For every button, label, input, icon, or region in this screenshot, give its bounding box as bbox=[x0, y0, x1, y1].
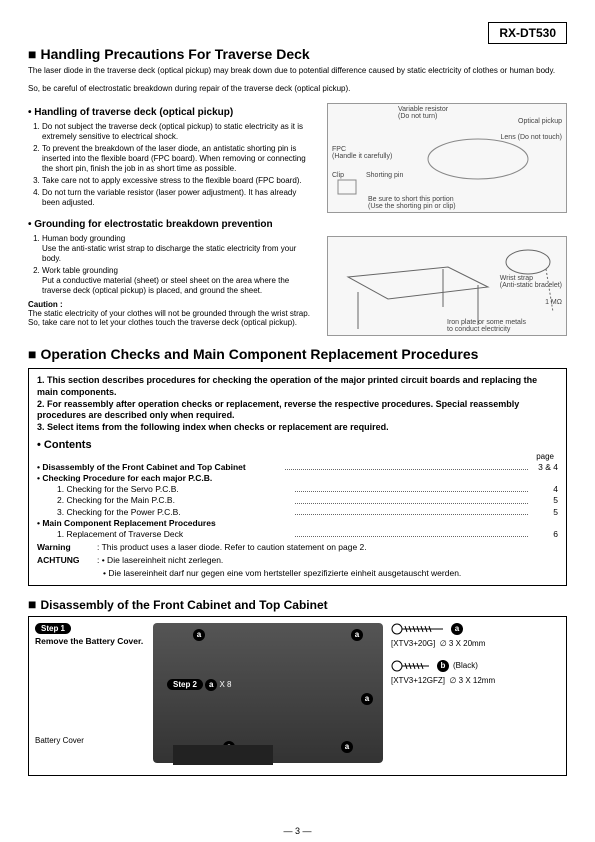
device-illustration: a a a a a Step 2 a X 8 bbox=[153, 623, 383, 763]
contents-page bbox=[532, 473, 558, 484]
model-number-box: RX-DT530 bbox=[488, 22, 567, 44]
handling-item: To prevent the breakdown of the laser di… bbox=[42, 144, 315, 174]
step-1-pill: Step 1 bbox=[35, 623, 71, 634]
handling-item: Do not subject the traverse deck (optica… bbox=[42, 122, 315, 142]
contents-page: 5 bbox=[532, 495, 558, 506]
ops-note-2: 2. For reassembly after operation checks… bbox=[37, 399, 558, 422]
marker-a: a bbox=[351, 629, 363, 641]
marker-a: a bbox=[193, 629, 205, 641]
contents-label: 2. Checking for the Main P.C.B. bbox=[57, 495, 291, 506]
contents-row: • Main Component Replacement Procedures bbox=[37, 518, 558, 529]
subhead-grounding: Grounding for electrostatic breakdown pr… bbox=[28, 219, 567, 230]
contents-label: 1. Checking for the Servo P.C.B. bbox=[57, 484, 291, 495]
ops-note-3: 3. Select items from the following index… bbox=[37, 422, 558, 434]
heading-disassembly: Disassembly of the Front Cabinet and Top… bbox=[28, 596, 567, 612]
contents-dots bbox=[295, 529, 529, 537]
achtung-row: • Die lasereinheit darf nur gegen eine v… bbox=[37, 568, 558, 579]
screw-spec-column: a [XTV3+20G] ∅ 3 X 20mm b (Black) [XTV3+… bbox=[391, 623, 560, 769]
warning-row: Warning : This product uses a laser diod… bbox=[37, 542, 558, 553]
handling-list: Do not subject the traverse deck (optica… bbox=[42, 122, 315, 208]
achtung-text: : • Die lasereinheit nicht zerlegen. bbox=[97, 555, 223, 566]
operation-checks-box: 1. This section describes procedures for… bbox=[28, 368, 567, 586]
battery-cover-label: Battery Cover bbox=[35, 736, 145, 745]
contents-page: 3 & 4 bbox=[532, 462, 558, 473]
contents-page bbox=[532, 518, 558, 529]
screw-spec-b: b (Black) bbox=[391, 660, 560, 672]
achtung-row: ACHTUNG : • Die lasereinheit nicht zerle… bbox=[37, 555, 558, 566]
contents-label: • Disassembly of the Front Cabinet and T… bbox=[37, 462, 281, 473]
achtung-text: • Die lasereinheit darf nur gegen eine v… bbox=[97, 568, 461, 579]
achtung-label-blank bbox=[37, 568, 97, 579]
contents-row: 2. Checking for the Main P.C.B. 5 bbox=[37, 495, 558, 506]
step-1-text: Remove the Battery Cover. bbox=[35, 636, 145, 646]
marker-a: a bbox=[205, 679, 217, 691]
contents-label: 1. Replacement of Traverse Deck bbox=[57, 529, 291, 540]
screw-b-code: [XTV3+12GFZ] bbox=[391, 676, 445, 685]
page-column-label: page bbox=[37, 452, 558, 462]
contents-dots bbox=[295, 495, 529, 503]
disassembly-box: Step 1 Remove the Battery Cover. Battery… bbox=[28, 616, 567, 776]
marker-a: a bbox=[361, 693, 373, 705]
contents-page: 5 bbox=[532, 507, 558, 518]
ops-note-1: 1. This section describes procedures for… bbox=[37, 375, 558, 398]
caution-heading: Caution : bbox=[28, 300, 315, 309]
grounding-item: Work table grounding Put a conductive ma… bbox=[42, 266, 315, 296]
battery-cover-graphic bbox=[173, 745, 273, 765]
subhead-handling: Handling of traverse deck (optical picku… bbox=[28, 107, 315, 118]
contents-row: • Checking Procedure for each major P.C.… bbox=[37, 473, 558, 484]
screw-spec-a: a bbox=[391, 623, 560, 635]
contents-label: • Checking Procedure for each major P.C.… bbox=[37, 473, 532, 484]
device-illustration-wrap: a a a a a Step 2 a X 8 bbox=[153, 623, 383, 769]
warning-label: Warning bbox=[37, 542, 97, 553]
heading-handling-precautions: Handling Precautions For Traverse Deck bbox=[28, 46, 567, 62]
contents-heading: Contents bbox=[37, 438, 558, 452]
contents-dots bbox=[295, 484, 529, 492]
screw-icon bbox=[391, 660, 433, 672]
diag-label: 1 MΩ bbox=[545, 299, 562, 306]
contents-page: 4 bbox=[532, 484, 558, 495]
caution-block: Caution : The static electricity of your… bbox=[28, 300, 315, 327]
grounding-list: Human body grounding Use the anti-static… bbox=[42, 234, 315, 296]
achtung-label: ACHTUNG bbox=[37, 555, 97, 566]
screw-a-dim: ∅ 3 X 20mm bbox=[440, 639, 486, 648]
contents-dots bbox=[295, 507, 529, 515]
marker-b: b bbox=[437, 660, 449, 672]
contents-label: 3. Checking for the Power P.C.B. bbox=[57, 507, 291, 518]
screw-b-color: (Black) bbox=[453, 661, 478, 670]
marker-a: a bbox=[341, 741, 353, 753]
screw-icon bbox=[391, 623, 447, 635]
contents-dots bbox=[285, 462, 529, 470]
heading-operation-checks: Operation Checks and Main Component Repl… bbox=[28, 346, 567, 362]
diag-label: Wrist strap (Anti-static bracelet) bbox=[500, 275, 562, 289]
screw-a-code: [XTV3+20G] bbox=[391, 639, 435, 648]
contents-row: 1. Replacement of Traverse Deck 6 bbox=[37, 529, 558, 540]
diagram-optical-pickup: Variable resistor (Do not turn) Optical … bbox=[327, 103, 567, 213]
screw-b-dim: ∅ 3 X 12mm bbox=[449, 676, 495, 685]
contents-row: • Disassembly of the Front Cabinet and T… bbox=[37, 462, 558, 473]
caution-body: The static electricity of your clothes w… bbox=[28, 309, 310, 327]
disasm-left-col: Step 1 Remove the Battery Cover. Battery… bbox=[35, 623, 145, 769]
contents-label: • Main Component Replacement Procedures bbox=[37, 518, 532, 529]
contents-row: 1. Checking for the Servo P.C.B. 4 bbox=[37, 484, 558, 495]
screw-b-line: [XTV3+12GFZ] ∅ 3 X 12mm bbox=[391, 676, 560, 685]
handling-item: Take care not to apply excessive stress … bbox=[42, 176, 315, 186]
screw-a-line: [XTV3+20G] ∅ 3 X 20mm bbox=[391, 639, 560, 648]
diag-label: Iron plate or some metals to conduct ele… bbox=[447, 319, 526, 333]
step-2-qty: X 8 bbox=[219, 680, 231, 689]
contents-page: 6 bbox=[532, 529, 558, 540]
page-number: — 3 — bbox=[0, 826, 595, 836]
grounding-item: Human body grounding Use the anti-static… bbox=[42, 234, 315, 264]
step-2-pill: Step 2 bbox=[167, 679, 203, 690]
warning-text: : This product uses a laser diode. Refer… bbox=[97, 542, 367, 553]
intro-text-1: The laser diode in the traverse deck (op… bbox=[28, 66, 567, 76]
handling-item: Do not turn the variable resistor (laser… bbox=[42, 188, 315, 208]
diagram-grounding-table: Wrist strap (Anti-static bracelet) 1 MΩ … bbox=[327, 236, 567, 336]
intro-text-2: So, be careful of electrostatic breakdow… bbox=[28, 84, 567, 94]
marker-a: a bbox=[451, 623, 463, 635]
contents-row: 3. Checking for the Power P.C.B. 5 bbox=[37, 507, 558, 518]
